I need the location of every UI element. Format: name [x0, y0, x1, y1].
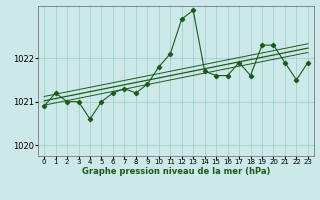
- X-axis label: Graphe pression niveau de la mer (hPa): Graphe pression niveau de la mer (hPa): [82, 167, 270, 176]
